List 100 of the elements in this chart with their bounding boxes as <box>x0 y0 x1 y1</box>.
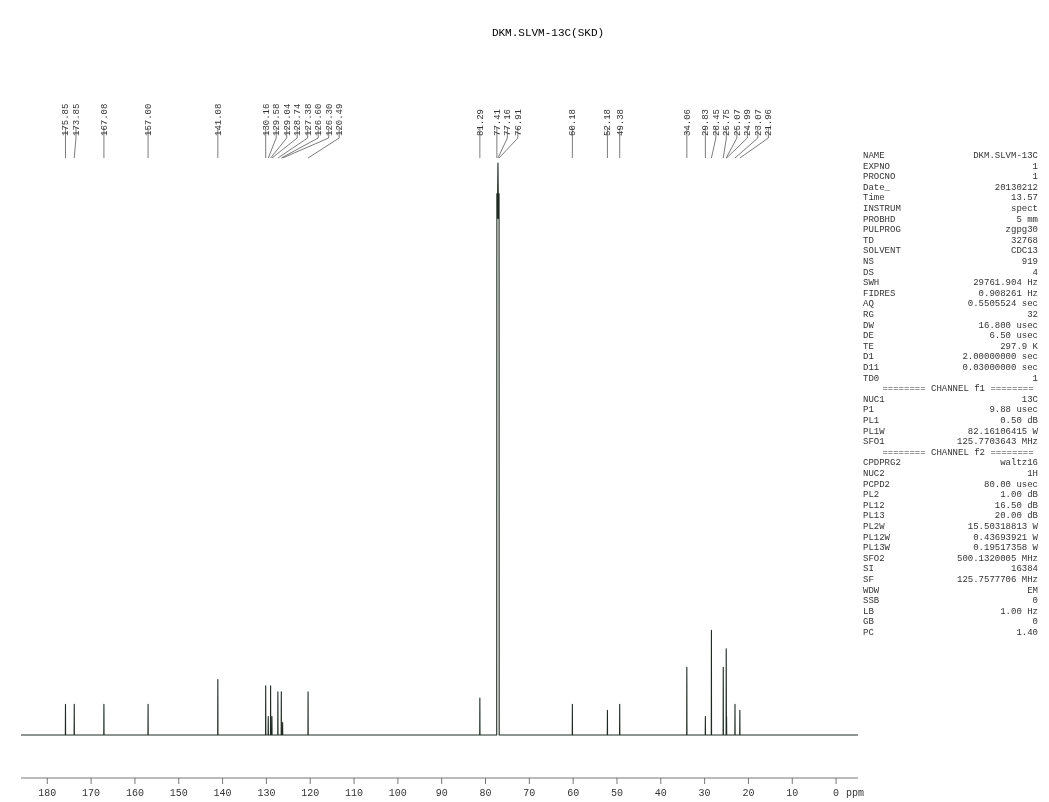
annotation: 129.04 <box>282 103 293 136</box>
text: 82.16106415 W <box>967 426 1039 437</box>
text: 500.1320005 MHz <box>956 553 1038 564</box>
annotation: 126.60 <box>314 103 325 136</box>
annotation: 25.75 <box>722 108 733 136</box>
category-label: SI <box>863 564 874 575</box>
x-tick-label: 90 <box>435 788 448 799</box>
text: DKM.SLVM-13C <box>973 151 1039 161</box>
annotation: 167.08 <box>99 103 110 136</box>
annotation: 25.07 <box>732 108 743 136</box>
text: 1.00 dB <box>1000 490 1039 501</box>
x-axis-title: ppm <box>846 788 865 799</box>
category-label: Date_ <box>863 182 891 193</box>
text: 0.50 dB <box>1000 416 1039 426</box>
x-tick-label: 70 <box>523 788 536 799</box>
text: waltz16 <box>1000 458 1038 469</box>
category-label: NS <box>863 257 874 267</box>
text: 13.57 <box>1010 193 1038 204</box>
text: 6.50 usec <box>989 331 1038 342</box>
text: 32768 <box>1010 235 1038 246</box>
annotation: 23.07 <box>753 108 764 136</box>
category-label: PL12W <box>863 532 891 543</box>
x-tick-label: 50 <box>610 788 623 799</box>
category-label: DS <box>863 267 874 278</box>
text: 0.43693921 W <box>973 532 1039 543</box>
category-label: PL2W <box>863 522 886 532</box>
category-label: SSB <box>863 596 880 607</box>
x-tick-label: 20 <box>742 788 755 799</box>
text: 13C <box>1021 394 1039 405</box>
x-tick-label: 80 <box>479 788 492 799</box>
category-label: SF <box>863 575 874 585</box>
annotation: 34.06 <box>682 108 693 136</box>
text: 1H <box>1027 469 1038 479</box>
text: 1.40 <box>1016 628 1038 638</box>
category-label: PCPD2 <box>863 479 891 490</box>
annotation: 126.30 <box>324 103 335 136</box>
category-label: PL12 <box>863 500 885 511</box>
category-label: AQ <box>863 299 874 310</box>
text: 0 <box>1032 617 1038 628</box>
annotation: 128.74 <box>293 103 304 136</box>
text: 0.5505524 sec <box>967 299 1038 310</box>
x-tick-label: 150 <box>169 788 188 799</box>
annotation: 157.00 <box>144 103 155 136</box>
category-label: SFO2 <box>863 553 885 564</box>
text: 16384 <box>1010 564 1038 575</box>
category-label: NAME <box>863 151 885 161</box>
category-label: TD0 <box>863 373 880 384</box>
category-label: PROCNO <box>863 172 896 183</box>
text: 4 <box>1032 267 1038 278</box>
category-label: SOLVENT <box>863 246 902 257</box>
category-label: SWH <box>863 278 880 289</box>
x-tick-label: 10 <box>786 788 799 799</box>
annotation: 141.08 <box>213 103 224 136</box>
text: 16.800 usec <box>978 320 1038 331</box>
category-label: INSTRUM <box>863 204 901 214</box>
category-label: D1 <box>863 352 874 363</box>
category-label: D11 <box>863 363 880 373</box>
category-label: FIDRES <box>863 288 896 299</box>
category-label: DW <box>863 320 875 331</box>
category-label: P1 <box>863 405 874 416</box>
x-tick-label: 130 <box>257 788 276 799</box>
x-tick-label: 180 <box>38 788 57 799</box>
annotation: 129.58 <box>272 103 283 136</box>
category-label: PL1 <box>863 416 880 426</box>
category-label: RG <box>863 310 874 320</box>
annotation: 130.16 <box>261 103 272 136</box>
x-tick-label: 100 <box>388 788 407 799</box>
category-label: WDW <box>863 585 880 596</box>
annotation: 60.18 <box>568 108 579 136</box>
category-label: PROBHD <box>863 214 896 225</box>
x-tick-label: 40 <box>654 788 667 799</box>
text: 5 mm <box>1016 214 1038 225</box>
text: 0.19517358 W <box>973 543 1039 554</box>
category-label: TE <box>863 341 874 352</box>
text: 0 <box>1032 596 1038 607</box>
text: 0.908261 Hz <box>978 288 1038 299</box>
annotation: 76.91 <box>513 108 524 136</box>
annotation: 24.99 <box>743 108 754 136</box>
text: 20130212 <box>994 182 1038 193</box>
x-tick-label: 30 <box>698 788 711 799</box>
annotation: 77.41 <box>492 108 503 136</box>
annotation: 175.85 <box>61 103 72 136</box>
annotation: 120.49 <box>335 103 346 136</box>
annotation: 21.96 <box>764 108 775 136</box>
text: 20.00 dB <box>994 511 1039 522</box>
x-tick-label: 0 <box>833 788 840 799</box>
category-label: Time <box>863 193 885 204</box>
category-label: DE <box>863 331 874 342</box>
text: 1 <box>1032 172 1038 183</box>
x-tick-label: 110 <box>345 788 364 799</box>
text: zgpg30 <box>1005 225 1038 236</box>
category-label: PULPROG <box>863 225 901 236</box>
text: ======== CHANNEL f1 ======== <box>882 384 1034 395</box>
text: 2.00000000 sec <box>962 352 1038 363</box>
annotation: 173.85 <box>71 103 82 136</box>
category-label: NUC2 <box>863 469 885 479</box>
text: 0.03000000 sec <box>962 363 1038 373</box>
text: 125.7577706 MHz <box>956 575 1038 585</box>
x-tick-label: 60 <box>567 788 580 799</box>
category-label: LB <box>863 606 875 617</box>
